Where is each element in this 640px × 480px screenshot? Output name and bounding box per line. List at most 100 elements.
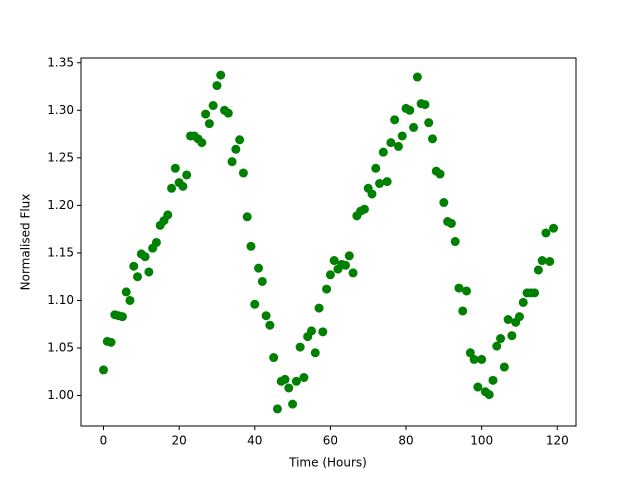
- point: [469, 354, 479, 364]
- point: [254, 263, 264, 273]
- point: [310, 348, 320, 358]
- point: [367, 189, 377, 199]
- point: [242, 212, 252, 222]
- point: [386, 138, 396, 148]
- point: [227, 157, 237, 167]
- point: [272, 404, 282, 414]
- y-tick-label: 1.15: [47, 245, 74, 259]
- point: [144, 267, 154, 277]
- point: [178, 181, 188, 191]
- point: [454, 283, 464, 293]
- point: [284, 383, 294, 393]
- point: [121, 287, 131, 297]
- point: [288, 399, 298, 409]
- point: [530, 288, 540, 298]
- point: [514, 312, 524, 322]
- point: [393, 141, 403, 151]
- point: [129, 261, 139, 271]
- point: [117, 312, 127, 322]
- x-tick-label: 0: [100, 434, 108, 448]
- x-tick-label: 80: [398, 434, 413, 448]
- y-tick-label: 1.05: [47, 341, 74, 355]
- y-tick-label: 1.30: [47, 103, 74, 117]
- point: [348, 268, 358, 278]
- y-tick-label: 1.20: [47, 198, 74, 212]
- point: [257, 276, 267, 286]
- point: [212, 81, 222, 91]
- point: [325, 270, 335, 280]
- point: [507, 331, 517, 341]
- point: [329, 256, 339, 266]
- point: [549, 223, 558, 233]
- point: [269, 353, 279, 363]
- point: [409, 122, 419, 132]
- point: [235, 135, 245, 145]
- point: [151, 237, 161, 247]
- point: [458, 306, 468, 316]
- point: [397, 131, 407, 141]
- point: [446, 218, 456, 228]
- point: [306, 326, 316, 336]
- point: [465, 348, 475, 358]
- point: [261, 311, 271, 321]
- point: [499, 362, 509, 372]
- point: [382, 177, 392, 187]
- point: [246, 241, 256, 251]
- point: [450, 237, 460, 247]
- point: [533, 265, 543, 275]
- point: [231, 144, 241, 154]
- point: [182, 170, 192, 180]
- point: [216, 70, 226, 80]
- plot-frame: [80, 57, 577, 427]
- point: [537, 256, 547, 266]
- point: [299, 373, 309, 383]
- point: [435, 169, 445, 179]
- point: [197, 138, 207, 148]
- point: [496, 334, 506, 344]
- x-tick-label: 60: [323, 434, 338, 448]
- point: [541, 228, 551, 238]
- point: [265, 320, 275, 330]
- y-axis-label: Normalised Flux: [19, 194, 33, 291]
- point: [170, 163, 180, 173]
- point: [359, 204, 369, 214]
- y-tick-label: 1.35: [47, 55, 74, 69]
- point: [390, 115, 400, 125]
- point: [291, 376, 301, 386]
- point: [125, 295, 135, 305]
- point: [420, 100, 430, 110]
- point: [99, 365, 108, 375]
- point: [488, 375, 498, 385]
- point: [163, 210, 173, 220]
- point: [318, 327, 328, 337]
- x-tick-label: 40: [247, 434, 262, 448]
- point: [238, 168, 248, 178]
- point: [295, 342, 305, 352]
- point: [518, 297, 528, 307]
- point: [223, 108, 233, 118]
- point: [208, 101, 218, 111]
- point: [484, 390, 494, 400]
- point: [462, 286, 472, 296]
- point: [439, 198, 449, 208]
- y-tick-label: 1.25: [47, 150, 74, 164]
- point: [492, 341, 502, 351]
- x-axis-label: Time (Hours): [288, 456, 367, 470]
- point: [250, 299, 260, 309]
- x-tick-label: 120: [546, 434, 569, 448]
- point: [371, 163, 381, 173]
- point: [477, 354, 487, 364]
- x-tick-label: 100: [470, 434, 493, 448]
- point: [412, 72, 422, 82]
- y-tick-label: 1.10: [47, 293, 74, 307]
- point: [201, 109, 211, 119]
- point: [204, 119, 214, 129]
- point: [140, 252, 150, 262]
- point: [473, 382, 483, 392]
- point: [344, 251, 354, 261]
- y-tick-label: 1.00: [47, 388, 74, 402]
- point: [378, 147, 388, 157]
- point: [427, 134, 437, 144]
